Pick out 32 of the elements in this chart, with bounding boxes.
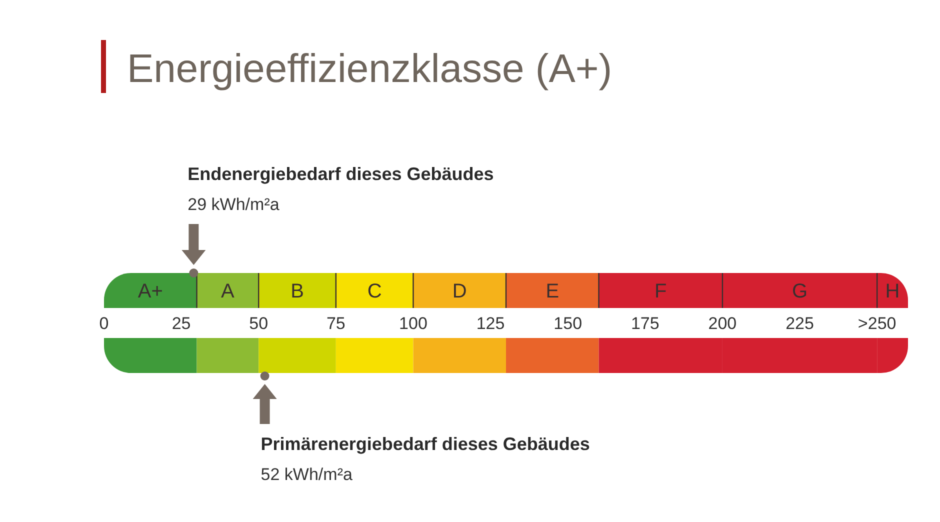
series-label: A <box>221 280 236 302</box>
x-tick-label: 125 <box>476 314 505 333</box>
series-label: H <box>885 280 900 302</box>
bar <box>506 338 599 373</box>
x-tick-label: 100 <box>399 314 428 333</box>
x-tick-label: 200 <box>708 314 737 333</box>
x-tick-label: 75 <box>326 314 346 333</box>
bar <box>196 338 259 373</box>
x-tick-label: 150 <box>554 314 582 333</box>
x-tick-label: 225 <box>786 314 814 333</box>
series-label: F <box>654 280 667 302</box>
x-tick-label: 0 <box>99 314 109 333</box>
bar <box>104 338 197 373</box>
bar <box>258 338 336 373</box>
x-tick-label: >250 <box>858 314 896 333</box>
series-label: C <box>367 280 382 302</box>
series-label: B <box>290 280 304 302</box>
series-label: A+ <box>138 280 163 302</box>
chart-title: Energieeffizienzklasse (A+) <box>127 47 612 91</box>
series-label: G <box>792 280 808 302</box>
series-label: E <box>546 280 560 302</box>
ref-line-label: 29 kWh/m²a <box>188 195 280 214</box>
x-tick-label: 175 <box>630 314 660 333</box>
bar <box>336 338 414 373</box>
ref-line-label: Primärenergiebedarf dieses Gebäudes <box>260 434 590 454</box>
text: Endenergiebedarf dieses Gebäudes <box>188 164 494 184</box>
x-tick-label: 25 <box>172 314 191 333</box>
series-label: D <box>452 280 467 302</box>
bar <box>413 338 506 373</box>
bar <box>104 273 197 308</box>
text: 52 kWh/m²a <box>260 465 353 484</box>
x-tick-label: 50 <box>249 314 268 333</box>
